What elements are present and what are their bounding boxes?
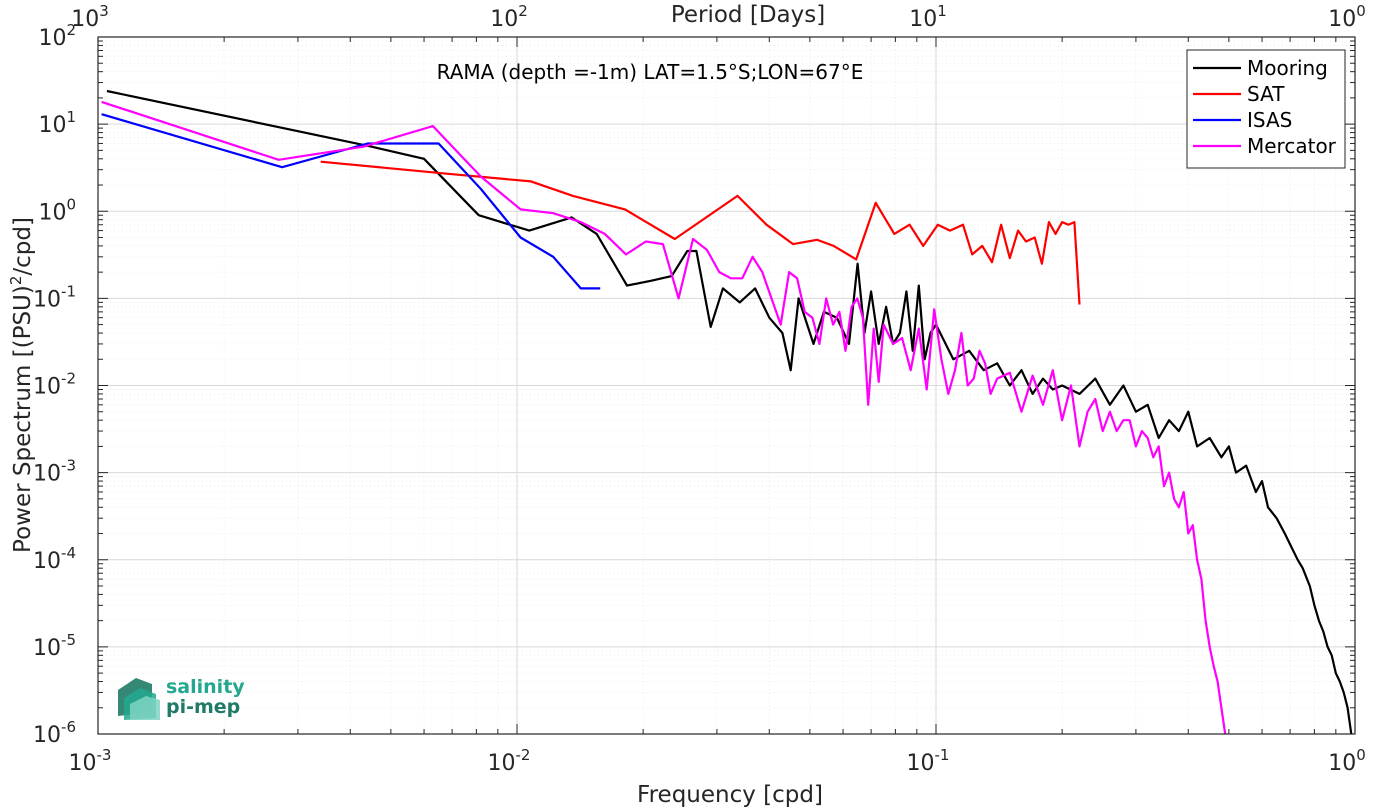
legend-box	[1186, 49, 1346, 169]
series-line-sat	[320, 160, 1081, 305]
y-axis-label-part1: Power Spectrum [(PSU)	[10, 285, 36, 553]
chart-title: RAMA (depth =-1m) LAT=1.5°S;LON=67°E	[437, 60, 864, 84]
top-axis-label: Period [Days]	[671, 2, 825, 28]
y-tick-label: 102	[38, 21, 76, 51]
legend-label-mooring: Mooring	[1247, 56, 1328, 80]
y-tick-label: 10-4	[33, 544, 76, 574]
logo-mark	[118, 678, 160, 720]
y-tick-label: 101	[38, 108, 76, 138]
series-line-mercator	[101, 100, 1227, 735]
series-lines	[101, 89, 1353, 735]
series-line-mooring	[106, 89, 1353, 735]
x-tick-label: 10-2	[488, 746, 531, 776]
logo-text-salinity: salinity	[166, 676, 245, 698]
top-tick-label: 101	[909, 2, 947, 32]
series-line-isas	[101, 113, 601, 290]
y-tick-label: 10-6	[33, 718, 76, 748]
x-tick-label: 100	[1328, 746, 1366, 776]
grid-lines	[97, 37, 1355, 735]
top-tick-label: 100	[1328, 2, 1366, 32]
y-tick-label: 10-2	[33, 370, 76, 400]
y-tick-label: 10-3	[33, 457, 76, 487]
y-axis-label-part2: /cpd]	[10, 217, 36, 276]
top-tick-label: 103	[71, 2, 109, 32]
top-tick-label: 102	[490, 2, 528, 32]
legend-label-sat: SAT	[1247, 82, 1285, 106]
legend-label-mercator: Mercator	[1247, 134, 1337, 158]
x-axis-label: Frequency [cpd]	[637, 782, 823, 808]
logo-text-pi-mep: pi-mep	[166, 696, 240, 718]
y-tick-label: 100	[38, 195, 76, 225]
y-axis-label-exponent: 2	[7, 276, 25, 286]
x-tick-label: 10-3	[69, 746, 112, 776]
salinity-pi-mep-logo: salinity pi-mep	[118, 676, 245, 720]
y-axis-label: Power Spectrum [(PSU)2/cpd]	[7, 217, 36, 553]
y-tick-label: 10-1	[33, 282, 76, 312]
y-tick-label: 10-5	[33, 631, 76, 661]
legend-label-isas: ISAS	[1247, 108, 1292, 132]
x-tick-label: 10-1	[907, 746, 950, 776]
